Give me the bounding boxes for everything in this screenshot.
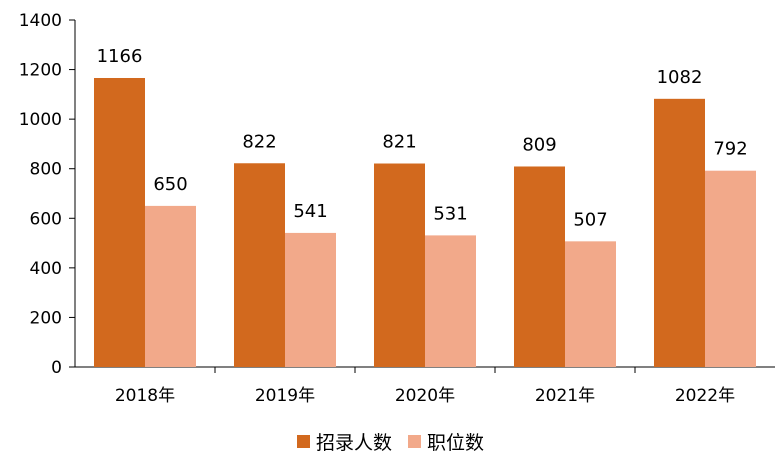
y-tick-label: 800 bbox=[30, 160, 62, 180]
data-label-positions: 792 bbox=[713, 139, 747, 160]
data-label-recruits: 822 bbox=[242, 131, 276, 152]
bar-positions bbox=[145, 205, 196, 367]
data-label-recruits: 1166 bbox=[97, 46, 143, 67]
bar-recruits bbox=[94, 77, 145, 368]
x-tick-label: 2022年 bbox=[675, 386, 735, 406]
y-tick-label: 1400 bbox=[19, 11, 62, 31]
y-tick-label: 400 bbox=[30, 259, 62, 279]
bar-recruits bbox=[514, 166, 565, 367]
y-tick-label: 200 bbox=[30, 308, 62, 328]
data-label-recruits: 1082 bbox=[657, 67, 703, 88]
data-label-positions: 650 bbox=[153, 174, 187, 195]
y-tick-label: 1000 bbox=[19, 110, 62, 130]
data-label-positions: 507 bbox=[573, 209, 607, 230]
y-tick-label: 1200 bbox=[19, 61, 62, 81]
bar-recruits bbox=[374, 163, 425, 367]
y-axis: 0 200 400 600 800 1000 1200 1400 bbox=[19, 11, 76, 378]
legend-item-positions: 职位数 bbox=[408, 428, 484, 455]
bar-positions bbox=[425, 235, 476, 367]
data-label-positions: 531 bbox=[433, 203, 467, 224]
legend-swatch-positions bbox=[408, 435, 421, 448]
legend-swatch-recruits bbox=[296, 435, 310, 448]
data-label-recruits: 821 bbox=[382, 132, 416, 153]
legend-label-recruits: 招录人数 bbox=[315, 432, 392, 454]
x-axis: 2018年 2019年 2020年 2021年 2022年 bbox=[75, 366, 775, 406]
legend-item-recruits: 招录人数 bbox=[296, 428, 392, 455]
bar-chart: 0 200 400 600 800 1000 1200 1400 2018年 2019年 2020… bbox=[19, 11, 775, 406]
data-label-recruits: 809 bbox=[522, 134, 556, 155]
data-label-positions: 541 bbox=[293, 201, 327, 222]
bars bbox=[94, 77, 756, 368]
bar-positions bbox=[285, 232, 336, 367]
y-tick-label: 0 bbox=[51, 358, 62, 378]
bar-recruits bbox=[654, 98, 705, 367]
x-tick-label: 2021年 bbox=[535, 386, 595, 406]
x-tick-label: 2018年 bbox=[115, 386, 175, 406]
legend: 招录人数 职位数 bbox=[0, 428, 781, 455]
legend-label-positions: 职位数 bbox=[427, 432, 485, 454]
bar-positions bbox=[705, 170, 756, 367]
x-tick-label: 2020年 bbox=[395, 386, 455, 406]
x-tick-label: 2019年 bbox=[255, 386, 315, 406]
bar-recruits bbox=[234, 163, 285, 367]
y-tick-label: 600 bbox=[30, 209, 62, 229]
data-labels: 1166 822 821 809 1082 650 541 531 507 792 bbox=[97, 46, 748, 230]
bar-positions bbox=[565, 241, 616, 367]
